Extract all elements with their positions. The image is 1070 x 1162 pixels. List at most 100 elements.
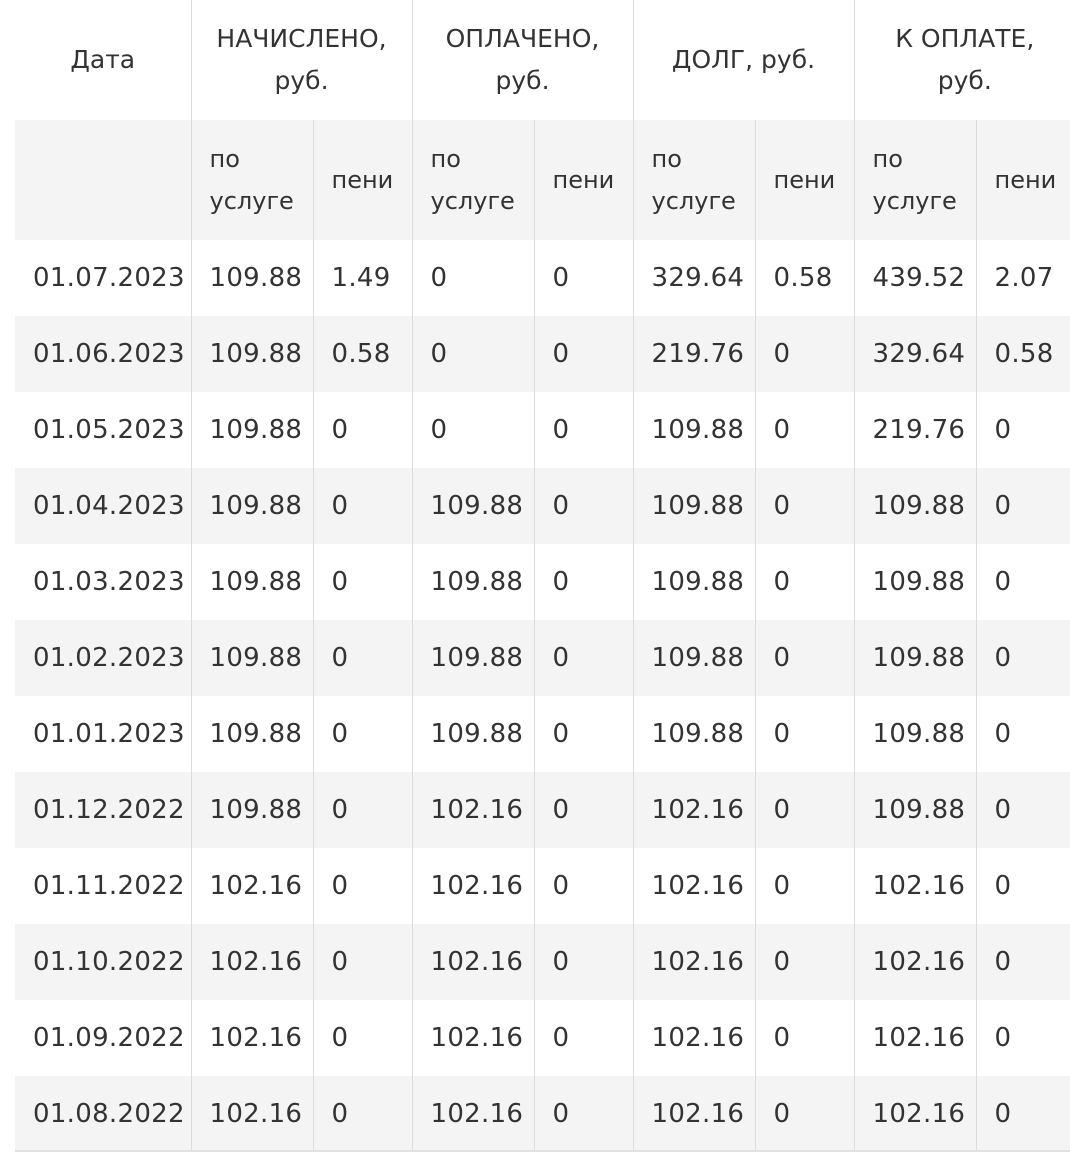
cell-paid-penalty: 0	[533, 1076, 633, 1152]
cell-debt-service: 109.88	[632, 392, 755, 468]
header-sub-row: по услуге пени по услуге пени по услуге пен…	[15, 120, 1070, 240]
cell-paid-service: 0	[411, 392, 534, 468]
cell-debt-penalty: 0	[754, 696, 854, 772]
payments-table-container[interactable]: Дата НАЧИСЛЕНО, руб. ОПЛАЧЕНО, руб. ДОЛГ, …	[15, 0, 1070, 1152]
cell-charged-service: 109.88	[190, 240, 313, 316]
cell-paid-service: 109.88	[411, 696, 534, 772]
cell-to-pay-penalty: 0	[975, 468, 1070, 544]
cell-debt-penalty: 0	[754, 316, 854, 392]
table-row: 01.03.2023 109.88 0 109.88 0 109.88 0 109.88 0	[15, 544, 1070, 620]
cell-charged-penalty: 0	[312, 468, 412, 544]
cell-paid-service: 102.16	[411, 1076, 534, 1152]
cell-charged-penalty: 0	[312, 1000, 412, 1076]
cell-charged-service: 109.88	[190, 392, 313, 468]
cell-date: 01.10.2022	[15, 924, 191, 1000]
table-header: Дата НАЧИСЛЕНО, руб. ОПЛАЧЕНО, руб. ДОЛГ, …	[15, 0, 1070, 240]
cell-date: 01.01.2023	[15, 696, 191, 772]
cell-paid-penalty: 0	[533, 924, 633, 1000]
cell-date: 01.02.2023	[15, 620, 191, 696]
cell-to-pay-service: 109.88	[853, 696, 976, 772]
cell-debt-service: 109.88	[632, 696, 755, 772]
cell-to-pay-service: 109.88	[853, 468, 976, 544]
cell-paid-service: 109.88	[411, 620, 534, 696]
cell-to-pay-penalty: 0	[975, 1000, 1070, 1076]
header-charged-line2: руб.	[274, 66, 329, 95]
cell-date: 01.03.2023	[15, 544, 191, 620]
cell-charged-service: 102.16	[190, 848, 313, 924]
header-to-pay-line2: руб.	[937, 66, 992, 95]
table-row: 01.04.2023 109.88 0 109.88 0 109.88 0 109.88 0	[15, 468, 1070, 544]
cell-charged-service: 102.16	[190, 1000, 313, 1076]
cell-debt-penalty: 0.58	[754, 240, 854, 316]
cell-date: 01.12.2022	[15, 772, 191, 848]
table-row: 01.08.2022 102.16 0 102.16 0 102.16 0 102.16 0	[15, 1076, 1070, 1152]
sub-header-service-line1: по	[430, 145, 461, 173]
cell-to-pay-service: 109.88	[853, 620, 976, 696]
table-row: 01.11.2022 102.16 0 102.16 0 102.16 0 102.16 0	[15, 848, 1070, 924]
cell-charged-penalty: 0	[312, 924, 412, 1000]
cell-paid-penalty: 0	[533, 240, 633, 316]
cell-debt-penalty: 0	[754, 620, 854, 696]
cell-paid-service: 0	[411, 240, 534, 316]
sub-header-penalty: пени	[975, 120, 1070, 240]
sub-header-penalty: пени	[533, 120, 633, 240]
cell-paid-service: 102.16	[411, 1000, 534, 1076]
cell-paid-penalty: 0	[533, 468, 633, 544]
sub-header-penalty: пени	[312, 120, 412, 240]
cell-to-pay-service: 109.88	[853, 544, 976, 620]
cell-debt-penalty: 0	[754, 1000, 854, 1076]
cell-charged-penalty: 0	[312, 1076, 412, 1152]
cell-date: 01.11.2022	[15, 848, 191, 924]
table-row: 01.01.2023 109.88 0 109.88 0 109.88 0 109.88 0	[15, 696, 1070, 772]
cell-debt-service: 102.16	[632, 848, 755, 924]
cell-debt-service: 109.88	[632, 468, 755, 544]
cell-paid-penalty: 0	[533, 772, 633, 848]
cell-paid-service: 109.88	[411, 468, 534, 544]
header-to-pay: К ОПЛАТЕ, руб.	[853, 0, 1070, 120]
cell-to-pay-penalty: 2.07	[975, 240, 1070, 316]
cell-debt-service: 219.76	[632, 316, 755, 392]
cell-charged-penalty: 0	[312, 772, 412, 848]
header-debt-line1: ДОЛГ, руб.	[671, 45, 816, 74]
cell-debt-service: 102.16	[632, 924, 755, 1000]
cell-to-pay-penalty: 0	[975, 772, 1070, 848]
cell-to-pay-penalty: 0	[975, 392, 1070, 468]
sub-header-service-line1: по	[872, 145, 903, 173]
cell-charged-penalty: 0	[312, 848, 412, 924]
header-date: Дата	[15, 0, 191, 120]
header-charged: НАЧИСЛЕНО, руб.	[190, 0, 412, 120]
sub-header-service-line2: услуге	[872, 187, 957, 215]
cell-paid-penalty: 0	[533, 620, 633, 696]
cell-charged-service: 109.88	[190, 544, 313, 620]
cell-to-pay-service: 109.88	[853, 772, 976, 848]
cell-charged-penalty: 0.58	[312, 316, 412, 392]
cell-to-pay-penalty: 0	[975, 924, 1070, 1000]
header-group-row: Дата НАЧИСЛЕНО, руб. ОПЛАЧЕНО, руб. ДОЛГ, …	[15, 0, 1070, 120]
cell-debt-penalty: 0	[754, 848, 854, 924]
sub-header-penalty: пени	[754, 120, 854, 240]
cell-paid-penalty: 0	[533, 1000, 633, 1076]
cell-paid-penalty: 0	[533, 392, 633, 468]
cell-charged-service: 109.88	[190, 696, 313, 772]
cell-paid-service: 102.16	[411, 848, 534, 924]
cell-debt-penalty: 0	[754, 392, 854, 468]
cell-to-pay-service: 102.16	[853, 924, 976, 1000]
table-row: 01.07.2023 109.88 1.49 0 0 329.64 0.58 439.52 2.…	[15, 240, 1070, 316]
cell-to-pay-penalty: 0	[975, 848, 1070, 924]
table-row: 01.05.2023 109.88 0 0 0 109.88 0 219.76 0	[15, 392, 1070, 468]
cell-debt-service: 109.88	[632, 620, 755, 696]
cell-charged-service: 109.88	[190, 772, 313, 848]
cell-debt-service: 109.88	[632, 544, 755, 620]
sub-header-service: по услуге	[411, 120, 534, 240]
cell-charged-penalty: 0	[312, 392, 412, 468]
cell-to-pay-penalty: 0	[975, 1076, 1070, 1152]
cell-to-pay-service: 102.16	[853, 1000, 976, 1076]
header-charged-line1: НАЧИСЛЕНО,	[216, 24, 387, 53]
cell-to-pay-penalty: 0	[975, 620, 1070, 696]
cell-charged-penalty: 0	[312, 544, 412, 620]
cell-charged-penalty: 0	[312, 620, 412, 696]
sub-header-service-line1: по	[651, 145, 682, 173]
cell-debt-service: 102.16	[632, 1000, 755, 1076]
cell-paid-service: 102.16	[411, 924, 534, 1000]
cell-debt-penalty: 0	[754, 924, 854, 1000]
